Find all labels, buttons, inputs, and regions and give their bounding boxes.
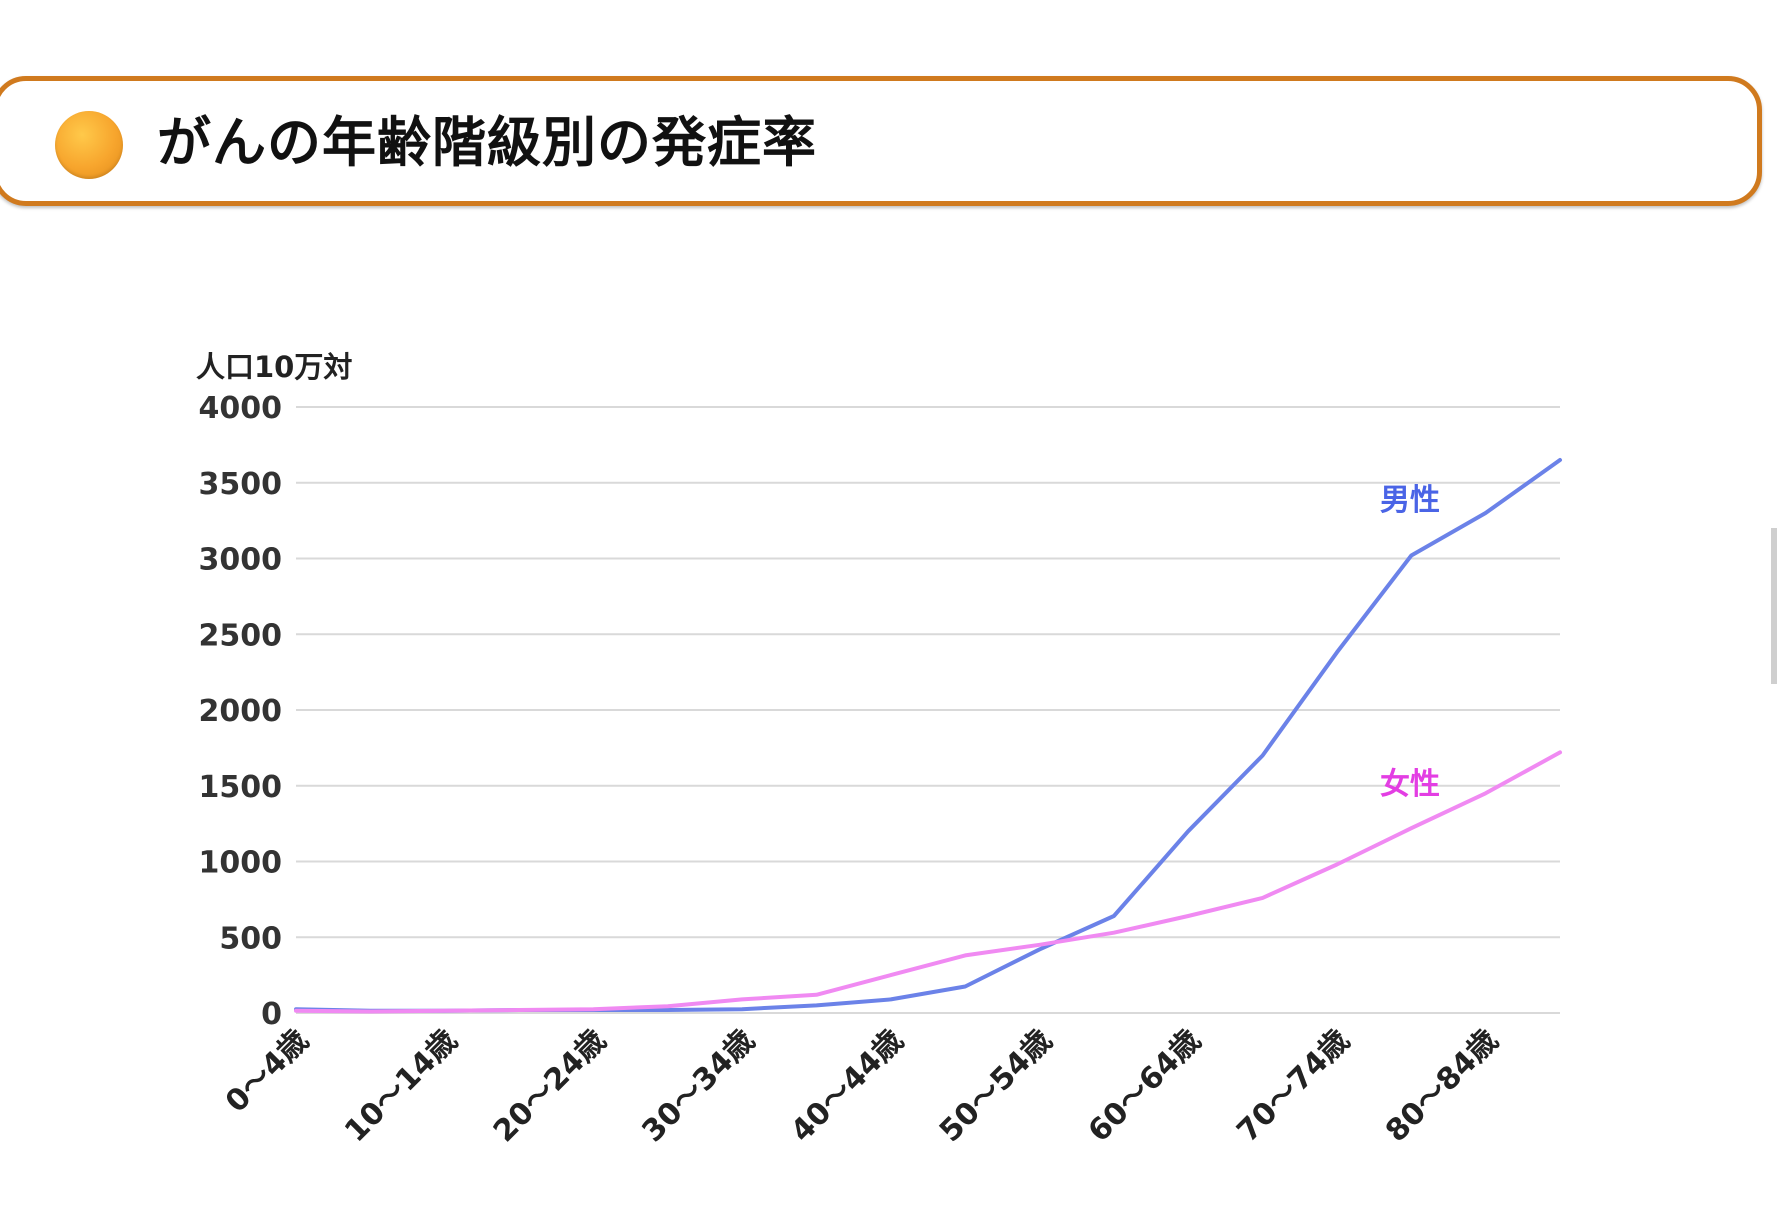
x-tick-label: 20〜24歳 <box>487 1023 613 1149</box>
y-tick-label: 2000 <box>199 694 283 729</box>
y-tick-label: 500 <box>219 921 282 956</box>
x-tick-label: 30〜34歳 <box>636 1023 762 1149</box>
y-axis-unit-label: 人口10万対 <box>196 350 352 384</box>
x-tick-label: 60〜64歳 <box>1082 1023 1208 1149</box>
y-tick-label: 3000 <box>199 543 283 578</box>
series-label-male: 男性 <box>1380 483 1440 518</box>
y-tick-label: 2500 <box>199 618 283 653</box>
series-line-male <box>294 458 1562 1013</box>
y-tick-label: 4000 <box>199 391 283 426</box>
y-tick-label: 0 <box>261 997 282 1032</box>
series-lines <box>294 458 1562 1014</box>
y-axis-ticks: 0 500 1000 1500 2000 2500 3000 3500 4000 <box>199 391 283 1032</box>
x-tick-label: 80〜84歳 <box>1379 1023 1505 1149</box>
x-tick-label: 40〜44歳 <box>784 1023 910 1149</box>
series-line-female <box>294 750 1562 1014</box>
x-tick-label: 10〜14歳 <box>338 1023 464 1149</box>
x-tick-label: 0〜4歳 <box>219 1023 316 1120</box>
y-tick-label: 3500 <box>199 467 283 502</box>
orange-circle-icon <box>55 111 123 179</box>
y-tick-label: 1500 <box>199 770 283 805</box>
x-tick-label: 70〜74歳 <box>1230 1023 1356 1149</box>
x-axis-ticks: 0〜4歳 10〜14歳 20〜24歳 30〜34歳 40〜44歳 50〜54歳 60〜64歳… <box>219 1023 1505 1149</box>
title-banner: がんの年齢階級別の発症率 <box>0 76 1762 206</box>
grid-lines <box>296 406 1560 1014</box>
x-tick-label: 50〜54歳 <box>933 1023 1059 1149</box>
series-label-female: 女性 <box>1380 767 1440 802</box>
scroll-edge-marker <box>1771 528 1777 684</box>
page-title: がんの年齢階級別の発症率 <box>157 111 817 174</box>
y-tick-label: 1000 <box>199 846 283 881</box>
